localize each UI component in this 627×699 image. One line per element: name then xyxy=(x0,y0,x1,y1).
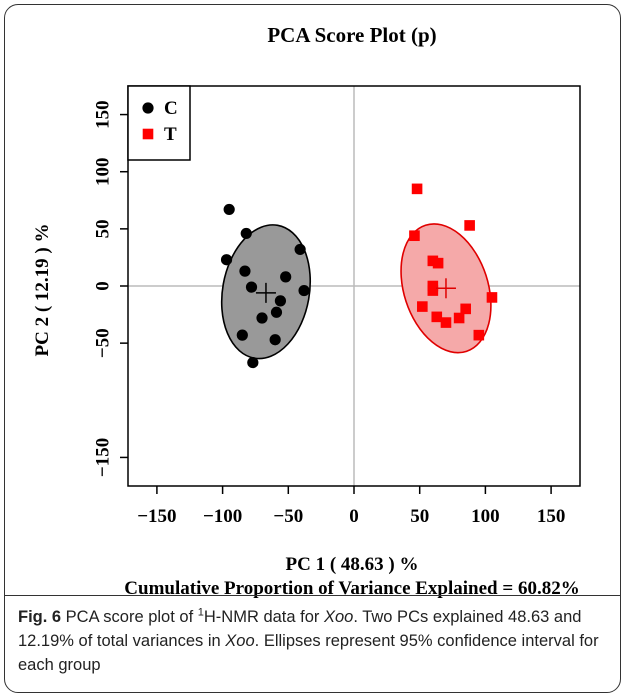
x-tick-label-5: 100 xyxy=(471,506,500,527)
point-t-4 xyxy=(433,258,444,269)
y-tick-label-4: 100 xyxy=(92,157,113,186)
y-tick-label-0: −150 xyxy=(92,438,113,477)
x-tick-label-0: −150 xyxy=(137,506,176,527)
point-c-7 xyxy=(275,295,286,306)
point-c-12 xyxy=(270,334,281,345)
y-axis-label: PC 2 ( 12.19 ) % xyxy=(32,224,53,357)
point-c-5 xyxy=(256,312,267,323)
point-t-1 xyxy=(409,230,420,241)
point-c-1 xyxy=(221,254,232,265)
y-tick-label-3: 50 xyxy=(92,219,113,238)
point-t-11 xyxy=(454,313,465,324)
point-t-9 xyxy=(460,304,471,315)
point-c-3 xyxy=(239,266,250,277)
caption-text-1: PCA score plot of xyxy=(61,608,198,626)
figure-caption: Fig. 6 PCA score plot of 1H-NMR data for… xyxy=(18,605,608,677)
caption-italic-2: Xoo xyxy=(225,632,254,650)
point-c-10 xyxy=(298,285,309,296)
legend-marker-t xyxy=(143,129,154,140)
point-t-12 xyxy=(441,317,452,328)
x-tick-label-1: −100 xyxy=(203,506,242,527)
point-t-6 xyxy=(428,285,439,296)
point-c-6 xyxy=(271,307,282,318)
point-c-0 xyxy=(224,204,235,215)
y-tick-label-2: 0 xyxy=(92,281,113,291)
x-tick-label-3: 0 xyxy=(349,506,359,527)
point-c-13 xyxy=(247,357,258,368)
y-tick-label-1: −50 xyxy=(92,328,113,358)
caption-italic-1: Xoo xyxy=(324,608,353,626)
point-t-7 xyxy=(487,292,498,303)
point-c-11 xyxy=(237,330,248,341)
point-t-13 xyxy=(474,330,485,341)
caption-figure-label: Fig. 6 xyxy=(18,608,61,626)
legend-marker-c xyxy=(142,102,153,113)
point-t-0 xyxy=(412,184,423,195)
y-tick-label-5: 150 xyxy=(92,100,113,129)
x-tick-label-4: 50 xyxy=(410,506,429,527)
point-c-8 xyxy=(280,271,291,282)
point-t-10 xyxy=(431,312,442,323)
point-c-9 xyxy=(295,244,306,255)
caption-text-2: H-NMR data for xyxy=(204,608,324,626)
legend-label-c: C xyxy=(164,98,178,119)
caption-divider xyxy=(4,595,621,596)
chart-title: PCA Score Plot (p) xyxy=(267,23,436,47)
x-tick-label-6: 150 xyxy=(537,506,566,527)
point-c-2 xyxy=(241,228,252,239)
point-c-4 xyxy=(246,282,257,293)
legend-box xyxy=(128,86,190,160)
plot-area: −150 −100 −50 0 50 100 150 −150 −50 0 50 100 150 CT xyxy=(92,86,580,527)
point-t-2 xyxy=(464,220,475,231)
legend-label-t: T xyxy=(164,124,177,145)
x-axis-label: PC 1 ( 48.63 ) % xyxy=(286,554,419,575)
x-tick-label-2: −50 xyxy=(273,506,303,527)
point-t-8 xyxy=(417,301,428,312)
